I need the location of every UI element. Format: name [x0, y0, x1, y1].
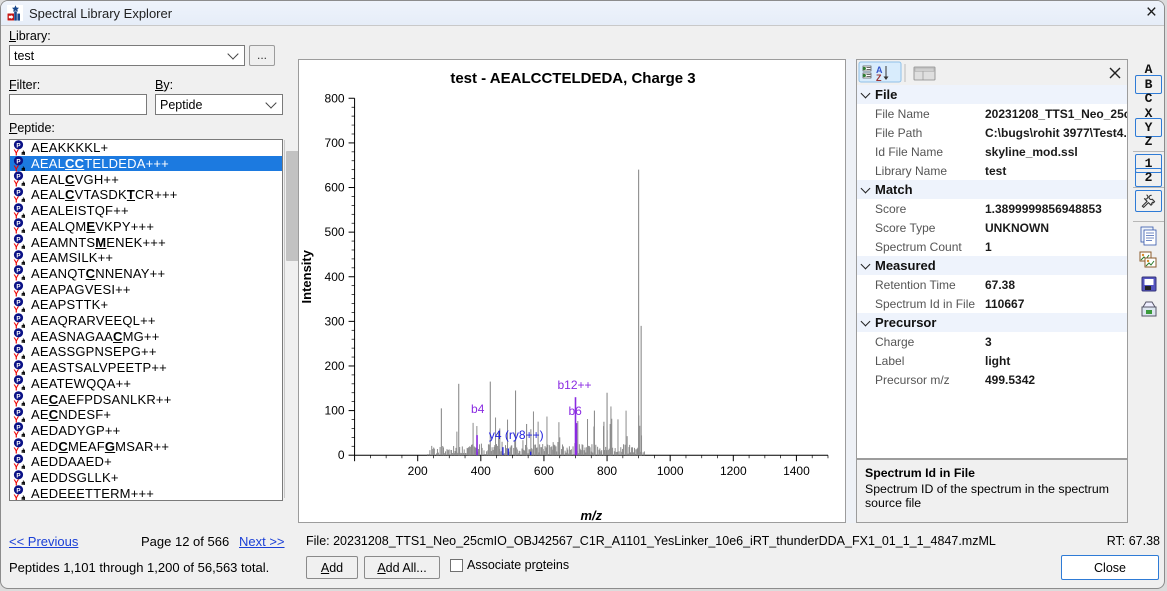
svg-text:1000: 1000 — [657, 464, 684, 478]
svg-text:500: 500 — [325, 225, 345, 239]
svg-text:600: 600 — [534, 464, 554, 478]
svg-text:400: 400 — [325, 270, 345, 284]
svg-text:b12++: b12++ — [558, 378, 592, 392]
svg-text:b4: b4 — [471, 402, 485, 416]
svg-text:300: 300 — [325, 314, 345, 328]
svg-text:m/z: m/z — [580, 508, 602, 523]
svg-text:b6: b6 — [568, 404, 582, 418]
svg-text:600: 600 — [325, 181, 345, 195]
svg-text:y4: y4 — [489, 428, 502, 442]
svg-text:Intensity: Intensity — [299, 249, 314, 303]
svg-text:1200: 1200 — [720, 464, 747, 478]
svg-text:0: 0 — [338, 448, 345, 462]
svg-text:400: 400 — [471, 464, 491, 478]
svg-text:Z: Z — [876, 73, 882, 83]
svg-text:100: 100 — [325, 404, 345, 418]
svg-text:700: 700 — [325, 136, 345, 150]
svg-text:800: 800 — [597, 464, 617, 478]
svg-text:Y: Y — [14, 493, 20, 501]
svg-text:800: 800 — [325, 91, 345, 105]
svg-text:200: 200 — [408, 464, 428, 478]
svg-text:1400: 1400 — [783, 464, 810, 478]
svg-text:(ry8++): (ry8++) — [505, 428, 544, 442]
svg-text:200: 200 — [325, 359, 345, 373]
